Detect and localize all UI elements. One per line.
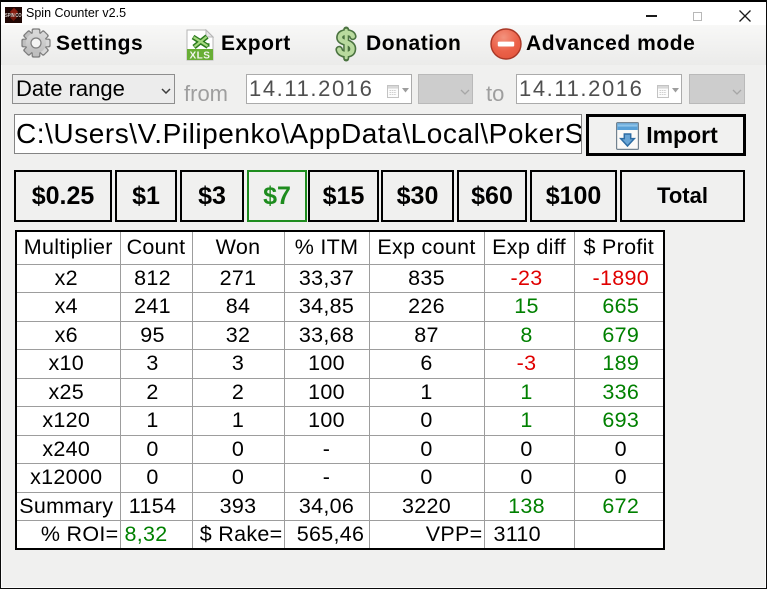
svg-text:XLS: XLS	[190, 51, 211, 62]
